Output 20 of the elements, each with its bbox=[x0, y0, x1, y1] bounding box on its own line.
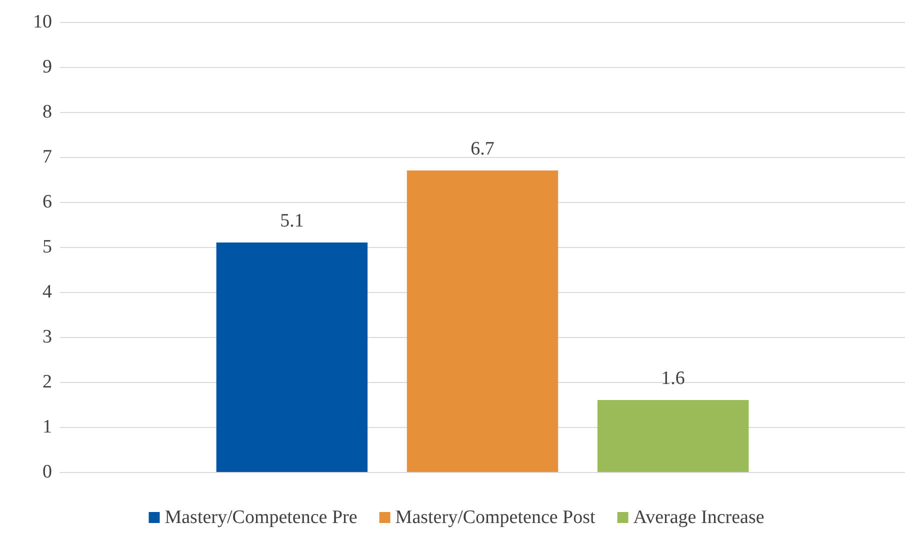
y-tick-label: 10 bbox=[33, 12, 52, 32]
y-tick-label: 1 bbox=[42, 416, 52, 438]
data-label: 1.6 bbox=[661, 368, 685, 389]
y-tick-label: 8 bbox=[42, 102, 52, 122]
bar bbox=[406, 170, 558, 472]
y-tick-label: 6 bbox=[42, 192, 52, 212]
bar bbox=[216, 242, 368, 472]
bar bbox=[597, 400, 749, 472]
y-tick-label: 7 bbox=[42, 146, 52, 168]
y-tick-label: 0 bbox=[42, 462, 52, 482]
legend-label: Average Increase bbox=[633, 507, 764, 528]
legend-label: Mastery/Competence Pre bbox=[164, 507, 358, 528]
y-tick-label: 2 bbox=[42, 372, 52, 392]
y-tick-label: 4 bbox=[42, 282, 52, 302]
y-tick-label: 5 bbox=[42, 236, 52, 258]
data-label: 5.1 bbox=[280, 210, 304, 232]
y-tick-label: 9 bbox=[42, 56, 52, 78]
legend-label: Mastery/Competence Post bbox=[395, 507, 596, 528]
y-tick-label: 3 bbox=[42, 326, 52, 348]
data-label: 6.7 bbox=[470, 138, 494, 160]
